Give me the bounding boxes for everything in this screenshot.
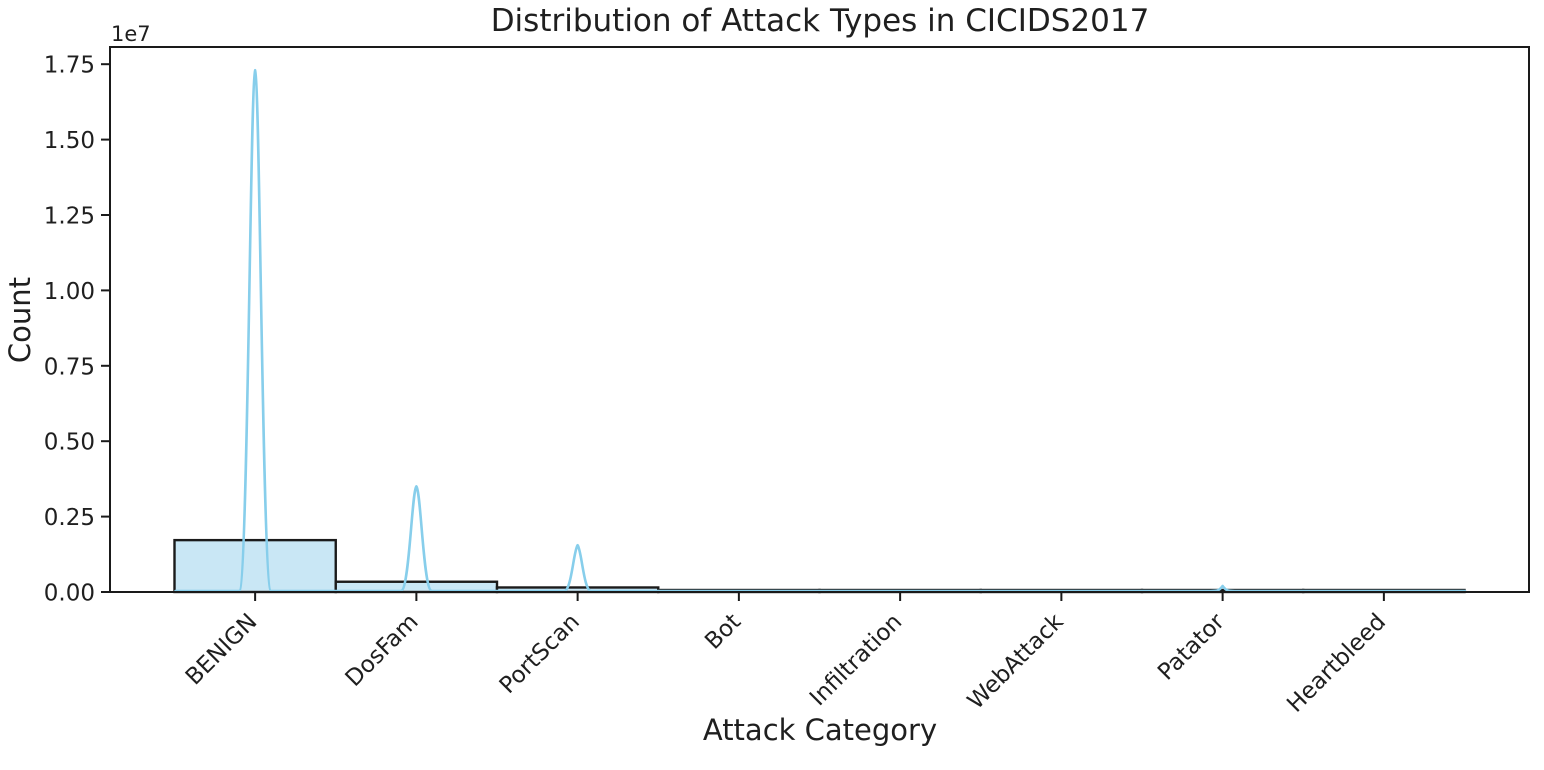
y-tick-label: 1.75 [44, 53, 95, 79]
y-axis: 0.00 0.25 0.50 0.75 1.00 1.25 1.50 1.75 [44, 53, 110, 607]
y-tick-label: 1.00 [44, 279, 95, 305]
plot-area-border [109, 46, 1530, 593]
y-tick-label: 0.25 [44, 505, 95, 531]
x-tick-label-infiltration: Infiltration [805, 609, 907, 711]
histogram-bars [173, 538, 1466, 594]
x-axis: BENIGN DosFam PortScan Bot Infiltration WebAt… [181, 592, 1391, 718]
chart-title: Distribution of Attack Types in CICIDS20… [491, 3, 1150, 39]
kde-curve [174, 68, 1467, 593]
y-tick-label: 1.25 [44, 203, 95, 229]
y-tick-label: 0.50 [44, 430, 95, 456]
y-tick-label: 0.75 [44, 354, 95, 380]
y-tick-label: 1.50 [44, 128, 95, 154]
y-tick-label: 0.00 [44, 581, 95, 607]
x-axis-label: Attack Category [703, 713, 937, 747]
x-tick-label-bot: Bot [700, 609, 746, 655]
x-tick-label-webattack: WebAttack [963, 608, 1069, 714]
y-axis-offset-text: 1e7 [111, 22, 151, 46]
y-axis-label: Count [3, 277, 37, 363]
x-tick-label-portscan: PortScan [495, 609, 585, 699]
bar-benign [173, 538, 337, 594]
x-tick-label-dosfam: DosFam [341, 609, 424, 692]
x-tick-label-heartbleed: Heartbleed [1282, 609, 1391, 718]
x-tick-label-benign: BENIGN [181, 609, 263, 691]
x-tick-label-patator: Patator [1153, 608, 1230, 685]
